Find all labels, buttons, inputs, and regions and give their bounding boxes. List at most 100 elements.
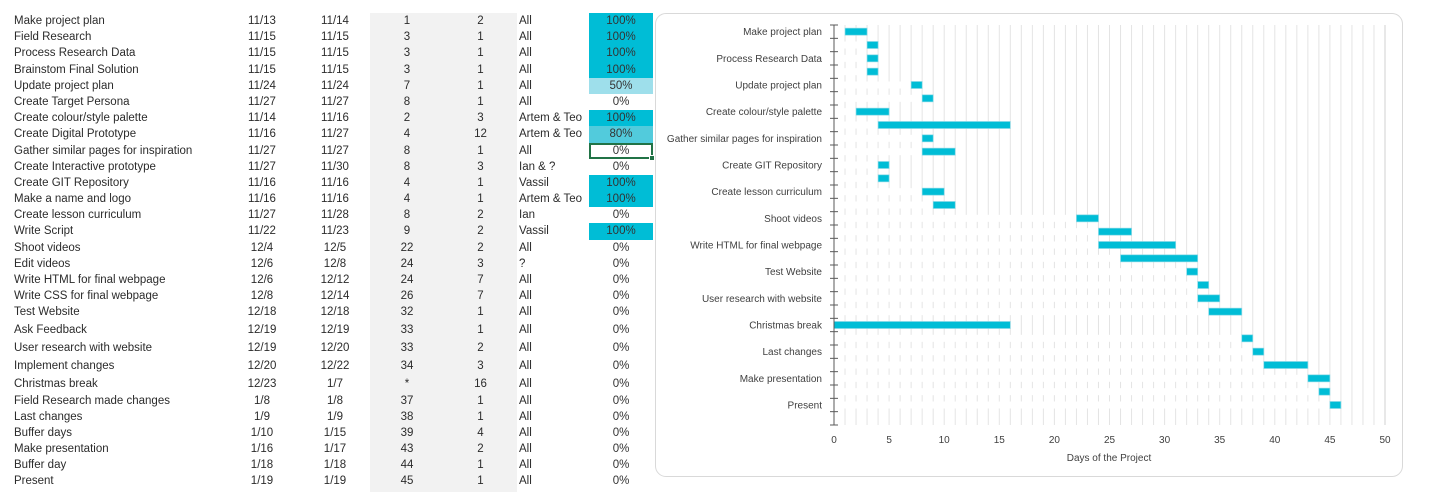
- start-date-cell[interactable]: 12/4: [250, 241, 274, 254]
- progress-cell[interactable]: 0%: [612, 341, 630, 354]
- progress-cell[interactable]: 50%: [589, 77, 653, 94]
- progress-cell[interactable]: 0%: [612, 95, 630, 108]
- duration-cell[interactable]: 4: [477, 426, 484, 439]
- end-date-cell[interactable]: 1/19: [323, 474, 347, 487]
- end-date-cell[interactable]: 11/14: [321, 15, 349, 27]
- duration-cell[interactable]: 1: [477, 458, 484, 471]
- start-date-cell[interactable]: 11/27: [248, 209, 276, 222]
- task-name-cell[interactable]: Process Research Data: [14, 47, 136, 60]
- start-day-cell[interactable]: 22: [400, 241, 414, 254]
- start-date-cell[interactable]: 11/15: [248, 47, 276, 60]
- assigned-cell[interactable]: All: [519, 47, 532, 60]
- duration-cell[interactable]: 1: [477, 176, 484, 189]
- start-date-cell[interactable]: 11/16: [248, 128, 276, 141]
- assigned-cell[interactable]: All: [519, 394, 532, 407]
- duration-cell[interactable]: 1: [477, 31, 484, 44]
- task-name-cell[interactable]: Write CSS for final webpage: [14, 290, 159, 303]
- start-day-cell[interactable]: 8: [403, 209, 411, 222]
- start-date-cell[interactable]: 12/6: [250, 257, 274, 270]
- end-date-cell[interactable]: 11/27: [321, 144, 349, 157]
- start-date-cell[interactable]: 11/27: [248, 160, 276, 173]
- task-name-cell[interactable]: Make a name and logo: [14, 193, 131, 206]
- duration-cell[interactable]: 2: [477, 15, 484, 27]
- assigned-cell[interactable]: All: [519, 426, 532, 439]
- task-name-cell[interactable]: Gather similar pages for inspiration: [14, 144, 193, 157]
- duration-cell[interactable]: 7: [477, 274, 484, 286]
- assigned-cell[interactable]: All: [519, 274, 532, 286]
- task-name-cell[interactable]: Implement changes: [14, 359, 115, 372]
- duration-cell[interactable]: 1: [477, 410, 484, 423]
- progress-cell[interactable]: 80%: [589, 126, 653, 143]
- start-day-cell[interactable]: 39: [400, 426, 414, 439]
- start-day-cell[interactable]: 8: [403, 144, 411, 157]
- duration-cell[interactable]: 1: [477, 79, 484, 92]
- progress-cell[interactable]: 100%: [589, 174, 653, 192]
- progress-cell[interactable]: 0%: [612, 426, 630, 439]
- start-date-cell[interactable]: 1/9: [254, 410, 270, 423]
- progress-cell[interactable]: 0%: [612, 442, 630, 455]
- progress-cell[interactable]: 0%: [612, 160, 630, 173]
- end-date-cell[interactable]: 11/15: [321, 31, 349, 44]
- assigned-cell[interactable]: All: [519, 31, 532, 44]
- end-date-cell[interactable]: 11/30: [321, 160, 349, 173]
- start-day-cell[interactable]: 44: [400, 458, 414, 471]
- progress-cell[interactable]: 0%: [612, 359, 630, 372]
- assigned-cell[interactable]: Artem & Teo: [519, 128, 583, 141]
- start-day-cell[interactable]: 26: [400, 290, 414, 303]
- assigned-cell[interactable]: All: [519, 341, 532, 354]
- task-name-cell[interactable]: Shoot videos: [14, 241, 81, 254]
- task-name-cell[interactable]: Edit videos: [14, 257, 71, 270]
- progress-cell[interactable]: 100%: [589, 29, 653, 46]
- start-date-cell[interactable]: 12/8: [250, 290, 274, 303]
- duration-cell[interactable]: 2: [477, 442, 484, 455]
- assigned-cell[interactable]: All: [519, 306, 532, 319]
- task-name-cell[interactable]: Buffer day: [14, 458, 67, 471]
- end-date-cell[interactable]: 11/16: [321, 193, 349, 206]
- start-day-cell[interactable]: 3: [403, 63, 411, 76]
- progress-cell[interactable]: 0%: [612, 290, 630, 303]
- duration-cell[interactable]: 1: [477, 193, 484, 206]
- start-date-cell[interactable]: 1/19: [250, 474, 274, 487]
- task-name-cell[interactable]: Create Interactive prototype: [14, 160, 156, 173]
- start-day-cell[interactable]: 45: [400, 474, 414, 487]
- assigned-cell[interactable]: Vassil: [519, 225, 549, 238]
- progress-cell[interactable]: 0%: [612, 394, 630, 407]
- task-name-cell[interactable]: Create GIT Repository: [14, 176, 129, 189]
- start-day-cell[interactable]: 2: [403, 112, 411, 125]
- start-date-cell[interactable]: 11/14: [248, 112, 276, 125]
- progress-cell[interactable]: 100%: [589, 61, 653, 78]
- start-day-cell[interactable]: 33: [400, 341, 414, 354]
- start-day-cell[interactable]: 3: [403, 31, 411, 44]
- start-date-cell[interactable]: 12/6: [250, 274, 274, 286]
- start-date-cell[interactable]: 11/16: [248, 176, 276, 189]
- progress-cell[interactable]: 100%: [589, 223, 653, 240]
- start-day-cell[interactable]: 38: [400, 410, 414, 423]
- task-name-cell[interactable]: Make project plan: [14, 15, 105, 27]
- assigned-cell[interactable]: All: [519, 474, 532, 487]
- duration-cell[interactable]: 2: [477, 241, 484, 254]
- end-date-cell[interactable]: 11/27: [321, 95, 349, 108]
- end-date-cell[interactable]: 12/14: [320, 290, 350, 303]
- task-name-cell[interactable]: Test Website: [14, 306, 80, 319]
- start-date-cell[interactable]: 12/19: [247, 341, 277, 354]
- task-name-cell[interactable]: Create Target Persona: [14, 95, 130, 108]
- start-day-cell[interactable]: 1: [403, 15, 411, 27]
- assigned-cell[interactable]: All: [519, 377, 532, 390]
- duration-cell[interactable]: 2: [477, 209, 484, 222]
- progress-cell[interactable]: 100%: [589, 13, 653, 30]
- assigned-cell[interactable]: All: [519, 79, 532, 92]
- duration-cell[interactable]: 2: [477, 341, 484, 354]
- progress-cell[interactable]: 0%: [612, 241, 630, 254]
- progress-cell[interactable]: 0%: [612, 377, 630, 390]
- duration-cell[interactable]: 1: [477, 144, 484, 157]
- task-name-cell[interactable]: Buffer days: [14, 426, 72, 439]
- duration-cell[interactable]: 1: [477, 394, 484, 407]
- progress-cell[interactable]: 0%: [612, 274, 630, 286]
- progress-cell[interactable]: 0%: [612, 474, 630, 487]
- end-date-cell[interactable]: 12/20: [320, 341, 350, 354]
- start-date-cell[interactable]: 11/24: [248, 79, 276, 92]
- start-date-cell[interactable]: 11/27: [248, 95, 276, 108]
- assigned-cell[interactable]: All: [519, 458, 532, 471]
- task-name-cell[interactable]: Update project plan: [14, 79, 114, 92]
- task-name-cell[interactable]: Present: [14, 474, 54, 487]
